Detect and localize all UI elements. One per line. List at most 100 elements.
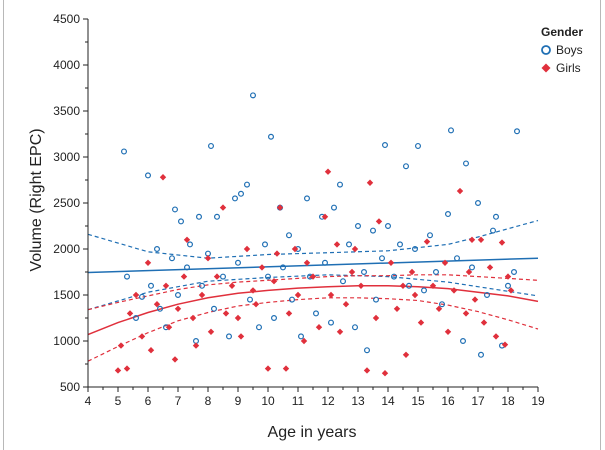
y-tick-label: 500 <box>60 380 80 394</box>
x-tick-label: 9 <box>235 394 242 408</box>
girls-point <box>375 218 383 225</box>
boys-point <box>439 301 446 308</box>
girls-point <box>417 319 425 326</box>
girls-point <box>273 250 281 257</box>
girls-point <box>399 282 407 289</box>
boys-point <box>313 310 320 317</box>
boys-point <box>178 218 185 225</box>
boys-point <box>355 223 362 230</box>
girls-point <box>465 268 473 276</box>
boys-point <box>460 338 467 345</box>
x-tick-label: 19 <box>531 394 545 408</box>
girls-point <box>333 241 341 248</box>
girls-point <box>408 268 416 276</box>
girls-point <box>507 287 515 294</box>
y-tick-label: 2000 <box>53 242 80 256</box>
girls-point <box>501 341 509 348</box>
girls-point <box>144 259 152 266</box>
girls-point <box>270 278 278 285</box>
girls-point <box>183 236 191 243</box>
y-axis-title: Volume (Right EPC) <box>28 128 45 271</box>
boys-point <box>208 142 215 149</box>
girls-point <box>336 328 344 335</box>
girls-point <box>492 333 500 340</box>
boys-point <box>298 333 305 340</box>
frame-border-left <box>3 0 4 450</box>
boys-point <box>289 296 296 303</box>
boys-point <box>427 232 434 239</box>
girls-point <box>147 347 155 354</box>
girls-point <box>444 328 452 335</box>
girls-point <box>504 273 512 280</box>
boys-point <box>211 305 218 312</box>
boys-point <box>331 204 338 211</box>
girls-point <box>294 291 302 299</box>
boys-point <box>154 246 161 253</box>
girls-point <box>324 168 332 175</box>
boys-point <box>175 292 182 299</box>
girls-point <box>393 305 401 312</box>
girls-point <box>462 310 470 317</box>
girls-point <box>486 264 494 271</box>
girls-point <box>258 264 266 271</box>
boys-point <box>370 227 377 234</box>
boys-point <box>123 273 130 280</box>
boys-point <box>397 241 404 248</box>
x-tick-label: 7 <box>175 394 182 408</box>
boys-point <box>385 223 392 230</box>
boys-point <box>433 269 440 276</box>
y-tick-label: 4500 <box>53 12 80 26</box>
girls-point <box>477 236 485 243</box>
x-tick-label: 16 <box>441 394 455 408</box>
girls-point <box>153 301 161 308</box>
girls-point <box>363 367 371 374</box>
boys-point <box>379 255 386 262</box>
boys-point <box>256 324 263 331</box>
boys-point <box>490 227 497 234</box>
girls-point <box>321 213 329 220</box>
boys-point <box>361 269 368 276</box>
axes-layer: 4 5 6 7 8 9 10 11 12 13 14 15 16 17 18 19 500 1000 1500 200… <box>53 12 545 408</box>
girls-point <box>348 268 356 276</box>
girls-point <box>243 245 251 253</box>
girls-point <box>468 236 476 243</box>
girls-point <box>285 310 293 317</box>
girls-point <box>435 305 443 312</box>
girls-point <box>132 291 140 299</box>
boys-fit-line <box>87 257 539 274</box>
y-tick-label: 2500 <box>53 196 80 210</box>
boys-point <box>247 296 254 303</box>
girls-point <box>342 301 350 308</box>
boys-point <box>304 195 311 202</box>
frame-border-right <box>600 0 601 450</box>
girls-point <box>219 204 227 211</box>
points-layer <box>114 92 520 377</box>
boys-point <box>199 282 206 289</box>
y-tick-label: 3000 <box>53 150 80 164</box>
boys-point <box>226 333 233 340</box>
girls-point <box>222 310 230 317</box>
girls-point <box>126 310 134 317</box>
girls-point <box>234 314 242 322</box>
x-axis-title: Age in years <box>268 424 357 441</box>
boys-point <box>169 255 176 262</box>
x-tick-label: 18 <box>501 394 515 408</box>
boys-point <box>511 269 518 276</box>
boys-point <box>196 213 203 220</box>
boys-point <box>337 181 344 188</box>
x-tick-label: 15 <box>411 394 425 408</box>
boys-point <box>412 246 419 253</box>
boys-point <box>157 305 164 312</box>
boys-point <box>403 163 410 170</box>
girls-point <box>327 291 335 299</box>
boys-point <box>214 213 221 220</box>
girls-point <box>237 333 245 340</box>
y-tick-label: 3500 <box>53 104 80 118</box>
girls-point <box>174 305 182 312</box>
girls-point <box>249 287 257 294</box>
boys-point <box>265 273 272 280</box>
boys-point <box>232 195 239 202</box>
boys-point <box>445 211 452 218</box>
girls-point <box>138 333 146 340</box>
boys-point <box>421 287 428 294</box>
